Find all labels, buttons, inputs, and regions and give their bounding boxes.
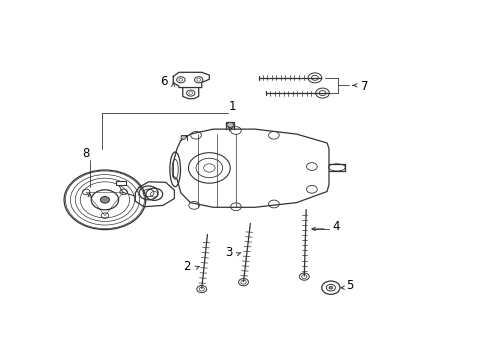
Text: 2: 2	[184, 260, 191, 273]
Bar	[116, 181, 126, 185]
Text: 4: 4	[333, 220, 340, 233]
Text: 1: 1	[228, 100, 236, 113]
Text: 5: 5	[346, 279, 353, 292]
Circle shape	[100, 197, 109, 203]
Text: 6: 6	[160, 75, 168, 88]
Circle shape	[329, 286, 333, 289]
Circle shape	[181, 135, 186, 139]
Text: 7: 7	[361, 81, 369, 94]
Text: 8: 8	[82, 147, 90, 160]
Circle shape	[227, 122, 234, 127]
Text: 3: 3	[225, 246, 233, 259]
